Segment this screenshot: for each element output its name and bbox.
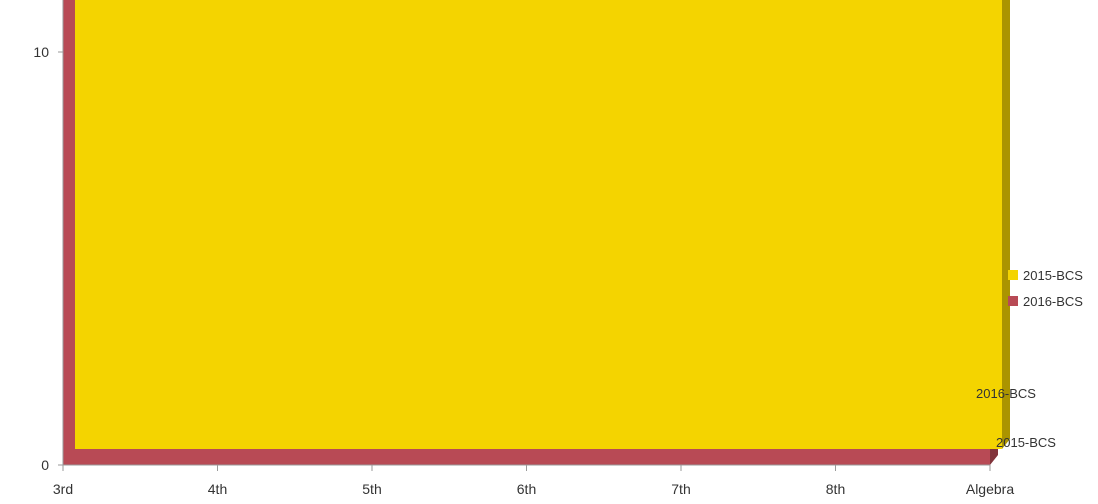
y-tick-label: 0 (41, 457, 49, 473)
axes: 01020304050607080903rd4th5th6th7th8thAlg… (33, 0, 1014, 497)
x-tick-label: 6th (517, 481, 536, 497)
area-front-face (75, 0, 1002, 449)
x-tick-label: 7th (671, 481, 690, 497)
series-areas (63, 0, 1010, 465)
x-tick-label: Algebra (966, 481, 1014, 497)
area-end-cap (1002, 0, 1010, 449)
depth-axis-labels: 2016-BCS 2015-BCS (976, 386, 1056, 450)
legend-label: 2016-BCS (1023, 294, 1083, 309)
x-tick-label: 5th (362, 481, 381, 497)
x-tick-label: 3rd (53, 481, 73, 497)
legend: 2015-BCS 2016-BCS (1008, 268, 1083, 309)
y-tick-label: 10 (33, 44, 49, 60)
x-tick-label: 8th (826, 481, 845, 497)
depth-label: 2016-BCS (976, 386, 1036, 401)
legend-label: 2015-BCS (1023, 268, 1083, 283)
legend-swatch (1008, 296, 1018, 306)
legend-swatch (1008, 270, 1018, 280)
depth-label: 2015-BCS (996, 435, 1056, 450)
x-tick-label: 4th (208, 481, 227, 497)
series-2015-BCS (75, 0, 1010, 449)
